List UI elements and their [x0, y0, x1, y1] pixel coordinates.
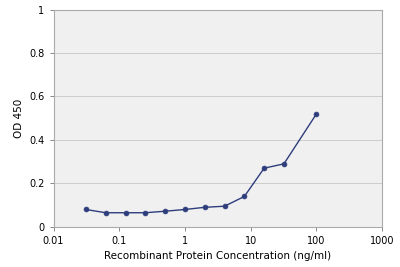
- Y-axis label: OD 450: OD 450: [14, 99, 24, 138]
- X-axis label: Recombinant Protein Concentration (ng/ml): Recombinant Protein Concentration (ng/ml…: [104, 252, 332, 261]
